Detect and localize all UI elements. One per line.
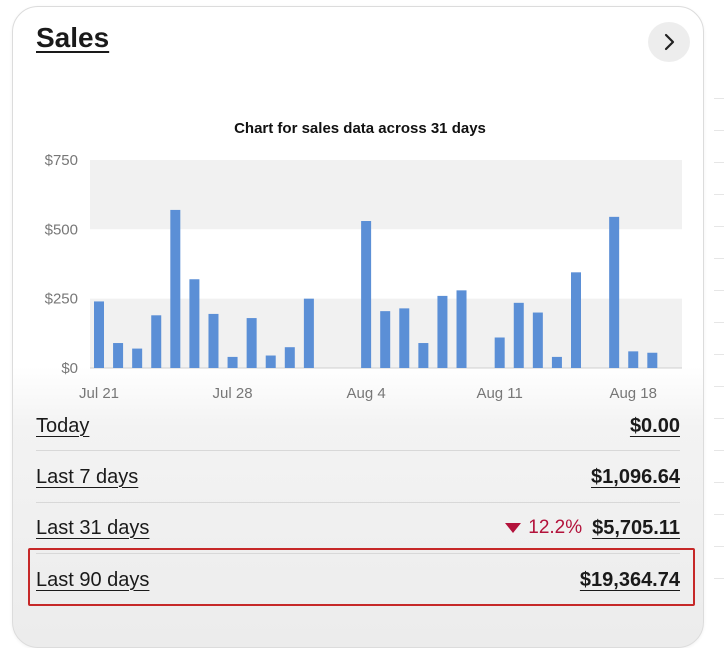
x-tick-label: Aug 18 bbox=[609, 385, 657, 402]
summary-row-last-90-days: Last 90 days $19,364.74 bbox=[36, 562, 680, 598]
summary-amount-last-90-days[interactable]: $19,364.74 bbox=[579, 568, 680, 591]
bar-aug-19[interactable] bbox=[647, 352, 658, 368]
grid-band bbox=[90, 160, 682, 230]
y-tick-label: $0 bbox=[61, 360, 78, 377]
summary-row-last-31-days: Last 31 days 12.2% $5,705.11 bbox=[36, 510, 680, 546]
summary-amount-last-31-days[interactable]: $5,705.11 bbox=[592, 516, 680, 539]
chart-title: Chart for sales data across 31 days bbox=[234, 120, 486, 137]
bar-jul-26[interactable] bbox=[189, 279, 200, 368]
highlight-box bbox=[28, 548, 695, 606]
x-tick-label: Aug 4 bbox=[347, 385, 386, 402]
bar-aug-9[interactable] bbox=[456, 290, 467, 368]
bar-aug-5[interactable] bbox=[380, 311, 391, 368]
summary-row-today: Today $0.00 bbox=[36, 408, 680, 444]
bar-jul-29[interactable] bbox=[246, 318, 257, 368]
bar-jul-27[interactable] bbox=[208, 313, 219, 368]
y-tick-label: $750 bbox=[45, 152, 78, 169]
summary-row-last-7-days: Last 7 days $1,096.64 bbox=[36, 459, 680, 495]
chevron-right-icon bbox=[664, 33, 675, 51]
bar-aug-8[interactable] bbox=[437, 295, 448, 368]
x-tick-label: Aug 11 bbox=[476, 385, 522, 402]
divider bbox=[36, 502, 680, 503]
bar-jul-31[interactable] bbox=[284, 347, 295, 368]
bar-jul-28[interactable] bbox=[227, 356, 238, 368]
bar-aug-13[interactable] bbox=[532, 312, 543, 368]
bar-jul-30[interactable] bbox=[265, 355, 276, 368]
bar-aug-7[interactable] bbox=[418, 343, 429, 368]
triangle-down-icon bbox=[505, 523, 522, 533]
bar-aug-1[interactable] bbox=[303, 298, 314, 368]
bar-jul-25[interactable] bbox=[170, 209, 181, 368]
summary-amount-last-7-days[interactable]: $1,096.64 bbox=[591, 465, 680, 488]
x-tick-label: Jul 21 bbox=[79, 385, 119, 402]
bar-jul-23[interactable] bbox=[132, 348, 143, 368]
bar-jul-24[interactable] bbox=[151, 315, 162, 368]
y-tick-label: $250 bbox=[45, 291, 78, 308]
grid-band bbox=[90, 229, 682, 299]
bar-jul-22[interactable] bbox=[113, 343, 124, 368]
summary-label-last-7-days[interactable]: Last 7 days bbox=[36, 465, 139, 488]
bar-aug-6[interactable] bbox=[399, 308, 410, 368]
change-indicator: 12.2% bbox=[504, 517, 582, 539]
bar-jul-21[interactable] bbox=[94, 301, 104, 368]
divider bbox=[36, 553, 680, 554]
summary-label-today[interactable]: Today bbox=[36, 414, 90, 437]
summary-label-last-31-days[interactable]: Last 31 days bbox=[36, 516, 150, 539]
summary-label-last-90-days[interactable]: Last 90 days bbox=[36, 568, 150, 591]
change-percent: 12.2% bbox=[528, 517, 583, 538]
bar-aug-11[interactable] bbox=[494, 337, 505, 368]
bar-aug-14[interactable] bbox=[551, 356, 562, 368]
bar-aug-17[interactable] bbox=[609, 216, 620, 368]
bar-aug-15[interactable] bbox=[571, 272, 581, 368]
bar-aug-18[interactable] bbox=[628, 351, 639, 368]
view-sales-button[interactable] bbox=[648, 22, 690, 62]
bar-aug-4[interactable] bbox=[361, 221, 372, 368]
x-tick-label: Jul 28 bbox=[213, 385, 253, 402]
sales-title[interactable]: Sales bbox=[36, 22, 110, 53]
bar-aug-12[interactable] bbox=[513, 302, 524, 368]
y-tick-label: $500 bbox=[45, 221, 78, 238]
divider bbox=[36, 450, 680, 451]
summary-amount-today[interactable]: $0.00 bbox=[629, 414, 680, 437]
